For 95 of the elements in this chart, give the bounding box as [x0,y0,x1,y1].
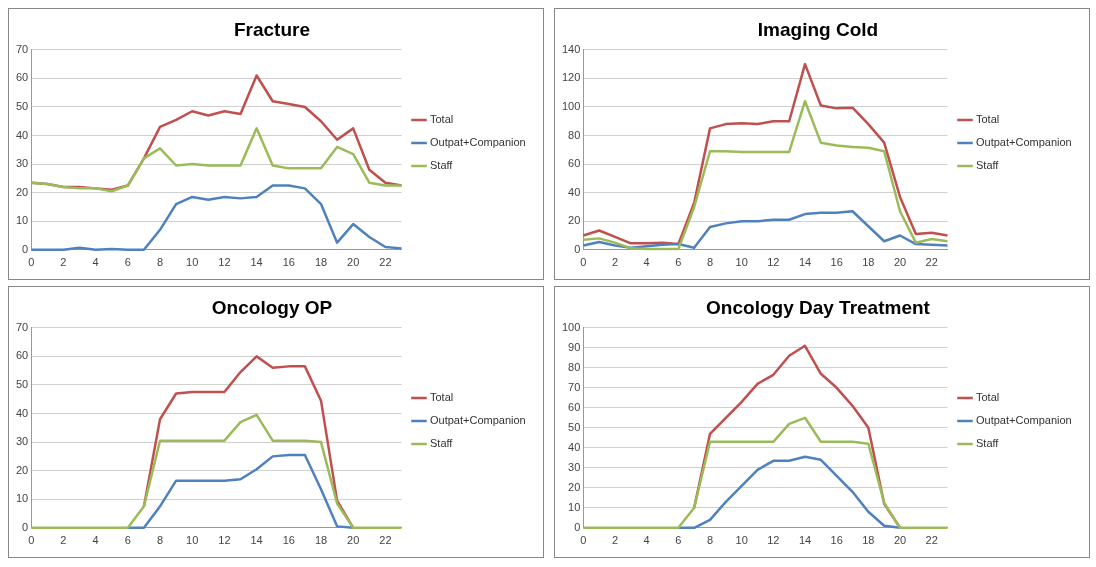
y-tick-label: 10 [568,500,581,513]
y-tick-label: 20 [15,463,29,476]
legend-label: Staff [976,159,1000,172]
y-tick-label: 30 [568,460,581,473]
y-tick-label: 70 [15,42,29,55]
x-tick-label: 4 [643,534,650,547]
x-tick-label: 10 [735,256,748,269]
legend-label: Outpat+Companion [976,414,1072,427]
x-tick-label: 2 [60,256,67,269]
legend-label: Total [430,391,454,404]
y-tick-label: 90 [568,340,581,353]
x-tick-label: 20 [893,256,907,269]
x-tick-label: 18 [862,534,875,547]
y-tick-label: 10 [15,214,29,227]
x-tick-label: 14 [250,256,263,269]
chart-title: Imaging Cold [757,18,879,40]
y-tick-label: 100 [561,320,581,333]
x-tick-label: 16 [282,534,295,547]
y-tick-label: 40 [15,406,29,419]
y-tick-label: 40 [15,128,29,141]
x-tick-label: 18 [314,534,328,547]
x-tick-label: 12 [767,534,780,547]
y-tick-label: 60 [568,157,581,170]
x-tick-label: 20 [347,534,360,547]
chart-title: Oncology OP [211,296,333,318]
y-tick-label: 80 [568,128,581,141]
y-tick-label: 70 [568,380,581,393]
legend-label: Outpat+Companion [976,136,1072,149]
x-tick-label: 8 [706,534,714,547]
x-tick-label: 16 [830,256,843,269]
x-tick-label: 20 [893,534,907,547]
y-tick-label: 0 [574,242,581,255]
y-tick-label: 70 [15,320,29,333]
x-tick-label: 8 [156,534,164,547]
y-tick-label: 50 [15,99,29,112]
y-tick-label: 60 [568,400,581,413]
y-tick-label: 20 [568,480,581,493]
x-tick-label: 2 [60,534,67,547]
y-tick-label: 50 [568,420,581,433]
y-tick-label: 0 [22,520,29,533]
y-tick-label: 40 [568,185,581,198]
y-tick-label: 30 [15,435,29,448]
x-tick-label: 16 [282,256,295,269]
legend-label: Outpat+Companion [430,414,526,427]
x-tick-label: 22 [379,534,392,547]
x-tick-label: 22 [379,256,392,269]
x-tick-label: 14 [798,534,812,547]
y-tick-label: 0 [22,242,29,255]
x-tick-label: 10 [186,256,199,269]
y-tick-label: 40 [568,440,581,453]
legend-label: Total [430,113,454,126]
x-tick-label: 10 [735,534,748,547]
y-tick-label: 10 [15,492,29,505]
legend-label: Outpat+Companion [430,136,526,149]
y-tick-label: 0 [574,520,581,533]
x-tick-label: 8 [706,256,714,269]
x-tick-label: 10 [186,534,199,547]
x-tick-label: 6 [124,534,131,547]
legend-label: Total [976,113,1000,126]
y-tick-label: 60 [15,71,29,84]
x-tick-label: 8 [156,256,164,269]
x-tick-label: 20 [347,256,360,269]
x-tick-label: 6 [675,534,682,547]
x-tick-label: 6 [675,256,682,269]
legend-label: Staff [976,437,1000,450]
y-tick-label: 50 [15,377,29,390]
x-tick-label: 4 [92,534,99,547]
y-tick-label: 100 [561,99,581,112]
x-tick-label: 4 [92,256,99,269]
x-tick-label: 18 [314,256,328,269]
y-tick-label: 140 [561,42,581,55]
x-tick-label: 14 [798,256,812,269]
chart-title: Fracture [233,18,311,40]
legend-label: Staff [430,159,454,172]
y-tick-label: 30 [15,157,29,170]
x-tick-label: 16 [830,534,843,547]
x-tick-label: 12 [218,256,231,269]
y-tick-label: 20 [15,185,29,198]
y-tick-label: 60 [15,349,29,362]
x-tick-label: 2 [611,534,619,547]
x-tick-label: 6 [124,256,131,269]
legend-label: Staff [430,437,454,450]
x-tick-label: 12 [767,256,780,269]
x-tick-label: 2 [611,256,619,269]
x-tick-label: 14 [250,534,263,547]
x-tick-label: 18 [862,256,875,269]
x-tick-label: 22 [925,256,938,269]
chart-title: Oncology Day Treatment [706,296,931,318]
y-tick-label: 20 [568,214,581,227]
y-tick-label: 80 [568,360,581,373]
x-tick-label: 4 [643,256,650,269]
legend-label: Total [976,391,1000,404]
x-tick-label: 22 [925,534,938,547]
x-tick-label: 12 [218,534,231,547]
y-tick-label: 120 [561,71,581,84]
